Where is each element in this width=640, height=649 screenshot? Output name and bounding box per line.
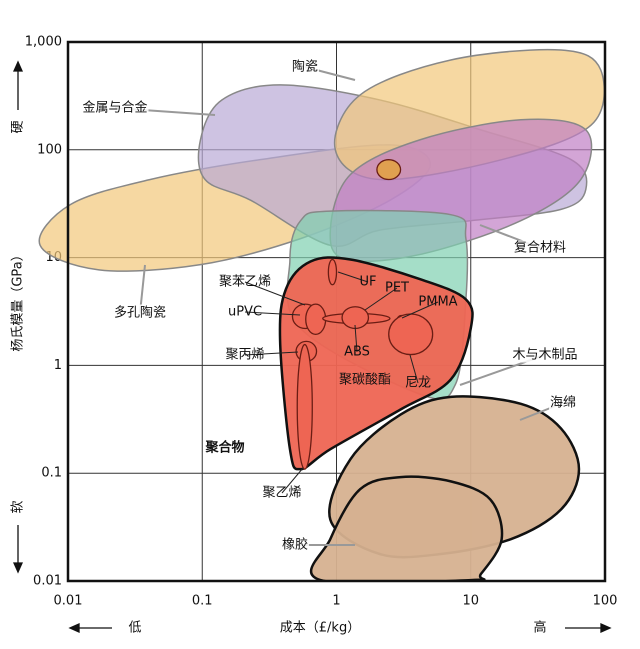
arrow-head — [68, 622, 80, 634]
arrow-head — [12, 60, 24, 72]
arrow-head — [600, 622, 612, 634]
leader-line — [401, 301, 439, 319]
arrows — [12, 60, 612, 634]
leader-line — [337, 271, 369, 283]
label-bg — [112, 304, 168, 321]
leader-line — [244, 351, 299, 356]
y-tick-label: 1,000 — [25, 35, 62, 50]
arrow-head — [12, 562, 24, 574]
leader-line — [244, 311, 301, 316]
region-label: 橡胶 — [282, 537, 308, 553]
region-label: 海绵 — [550, 396, 576, 411]
label-bg — [511, 347, 579, 363]
region-label: 尼龙 — [405, 376, 431, 391]
region — [278, 256, 474, 471]
material-ellipse — [388, 313, 434, 356]
leader-line — [244, 281, 306, 306]
y-tick-label: 100 — [37, 142, 62, 157]
label-bg — [512, 240, 568, 256]
region-label: PMMA — [418, 295, 457, 310]
region-label: 聚苯乙烯 — [219, 275, 271, 290]
ellipses — [291, 159, 434, 470]
y-high-label: 硬 — [11, 120, 26, 133]
x-tick-label: 0.1 — [192, 594, 213, 609]
leader-line — [364, 287, 398, 311]
region-label: UF — [360, 275, 377, 290]
region-label: 聚乙烯 — [262, 486, 301, 501]
x-tick-label: 100 — [593, 594, 618, 609]
region-label: 聚丙烯 — [225, 348, 264, 363]
x-axis-label: 成本（£/kg） — [280, 621, 360, 636]
leader-line — [409, 354, 419, 384]
label-bg — [81, 99, 149, 116]
label-bg — [280, 536, 310, 553]
y-axis-label: 杨氏模量（GPa） — [11, 248, 26, 351]
region-label: 陶瓷 — [292, 59, 318, 75]
region-label: 复合材料 — [514, 241, 566, 256]
x-high-label: 高 — [533, 620, 546, 636]
x-tick-label: 0.01 — [54, 594, 83, 609]
label-bg — [290, 58, 320, 75]
material-ellipse — [327, 258, 338, 286]
x-low-label: 低 — [128, 621, 141, 636]
region-label: 多孔陶瓷 — [114, 305, 166, 321]
region-label: ABS — [344, 345, 370, 360]
leader-line — [281, 467, 304, 494]
region-label: 木与木制品 — [512, 348, 577, 363]
region-label: 聚碳酸酯 — [339, 373, 391, 388]
material-ellipse — [296, 343, 313, 470]
y-tick-label: 0.01 — [33, 574, 62, 589]
region-label: PET — [385, 281, 409, 296]
x-tick-label: 10 — [462, 594, 479, 609]
label-bg — [548, 395, 578, 411]
region-label: 聚合物 — [204, 440, 244, 456]
material-ellipse — [376, 159, 402, 181]
region-label: uPVC — [228, 305, 262, 320]
y-tick-label: 0.1 — [41, 466, 62, 481]
leader-line — [354, 324, 358, 353]
y-tick-label: 1 — [54, 358, 62, 373]
y-low-label: 软 — [11, 500, 26, 513]
plot-frame — [66, 40, 607, 583]
region-label: 金属与合金 — [82, 100, 147, 116]
x-tick-label: 1 — [332, 594, 340, 609]
